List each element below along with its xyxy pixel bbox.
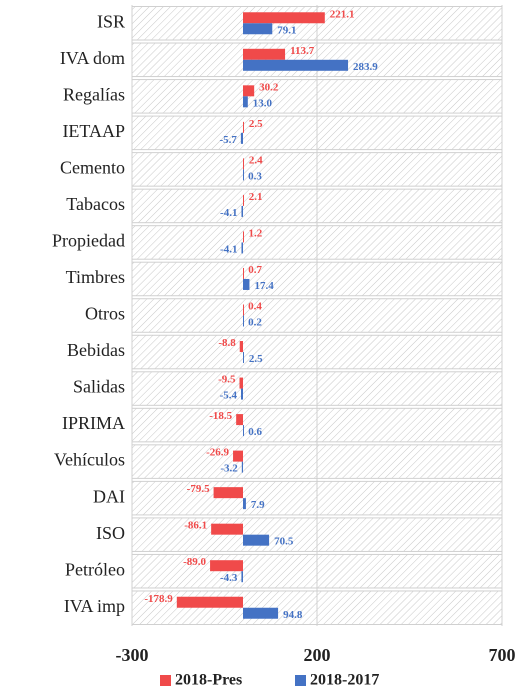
category-label: IVA imp: [64, 596, 125, 616]
bar: [243, 23, 273, 35]
value-label: -3.2: [220, 463, 238, 475]
category-label: Propiedad: [52, 231, 125, 251]
x-tick-label: -300: [116, 645, 149, 665]
bar: [243, 59, 349, 71]
bar: [243, 158, 244, 170]
category-label: IVA dom: [60, 48, 125, 68]
bar: [241, 242, 243, 254]
bar: [243, 315, 244, 327]
value-label: -5.7: [219, 134, 237, 146]
value-label: -86.1: [184, 520, 207, 532]
bar: [243, 498, 246, 510]
bar: [243, 121, 244, 133]
legend-swatch: [295, 675, 306, 686]
value-label: 2.5: [249, 353, 263, 365]
value-label: 17.4: [254, 280, 274, 292]
bar: [243, 231, 244, 243]
bar: [241, 571, 243, 583]
bar: [243, 96, 248, 108]
bar: [243, 304, 244, 316]
category-label: IPRIMA: [62, 413, 125, 433]
bar: [239, 377, 243, 389]
bar: [236, 414, 243, 426]
value-label: 13.0: [253, 97, 273, 109]
bar: [243, 169, 244, 181]
category-label: Salidas: [73, 377, 125, 397]
bar: [243, 12, 325, 24]
value-label: -8.8: [218, 337, 236, 349]
x-tick-label: 200: [304, 645, 331, 665]
category-label: Tabacos: [66, 194, 125, 214]
value-label: -89.0: [183, 556, 206, 568]
value-label: -18.5: [209, 410, 232, 422]
category-label: IETAAP: [62, 121, 125, 141]
bar: [176, 596, 243, 608]
category-label: ISR: [97, 11, 125, 31]
category-label: Timbres: [66, 267, 125, 287]
bar: [240, 132, 243, 144]
value-label: -9.5: [218, 374, 236, 386]
bar: [213, 487, 243, 499]
legend-swatch: [160, 675, 171, 686]
value-label: -4.3: [220, 572, 238, 584]
value-label: -4.1: [220, 243, 237, 255]
value-label: -79.5: [187, 483, 210, 495]
legend-label: 2018-Pres: [175, 672, 242, 689]
value-label: 221.1: [330, 8, 355, 20]
value-label: 94.8: [283, 609, 303, 621]
value-label: 113.7: [290, 45, 315, 57]
value-label: 30.2: [259, 81, 279, 93]
category-label: Petróleo: [65, 559, 125, 579]
value-label: 0.7: [248, 264, 262, 276]
value-label: 2.4: [249, 154, 263, 166]
bar: [243, 534, 270, 546]
value-label: -178.9: [144, 593, 173, 605]
bar: [243, 48, 286, 60]
value-label: 0.6: [248, 426, 262, 438]
value-label: -4.1: [220, 207, 237, 219]
legend-label: 2018-2017: [310, 672, 379, 689]
category-label: DAI: [93, 486, 125, 506]
value-label: 70.5: [274, 536, 294, 548]
bar: [241, 388, 243, 400]
bar: [243, 278, 250, 290]
category-label: Bebidas: [67, 340, 125, 360]
category-label: Cemento: [60, 158, 125, 178]
value-label: 79.1: [277, 24, 296, 36]
value-label: 7.9: [251, 499, 265, 511]
value-label: 0.2: [248, 317, 262, 329]
bar: [239, 341, 243, 353]
bar: [243, 267, 244, 279]
bar: [211, 523, 243, 535]
value-label: 0.3: [248, 170, 262, 182]
value-label: 283.9: [353, 61, 378, 73]
value-label: 2.1: [249, 191, 263, 203]
bar: [241, 461, 243, 473]
bar: [241, 205, 243, 217]
bar: [243, 194, 244, 206]
value-label: -5.4: [220, 390, 238, 402]
category-label: Regalías: [63, 84, 125, 104]
bar: [233, 450, 243, 462]
x-tick-label: 700: [489, 645, 516, 665]
value-label: 1.2: [248, 227, 262, 239]
bar: [243, 607, 279, 619]
bar: [210, 560, 243, 572]
category-label: Vehículos: [54, 450, 125, 470]
bar: [243, 352, 244, 364]
bar: [243, 85, 255, 97]
bar: [243, 425, 244, 437]
category-label: ISO: [96, 523, 125, 543]
category-label: Otros: [85, 304, 125, 324]
value-label: -26.9: [206, 447, 229, 459]
value-label: 0.4: [248, 301, 262, 313]
value-label: 2.5: [249, 118, 263, 130]
